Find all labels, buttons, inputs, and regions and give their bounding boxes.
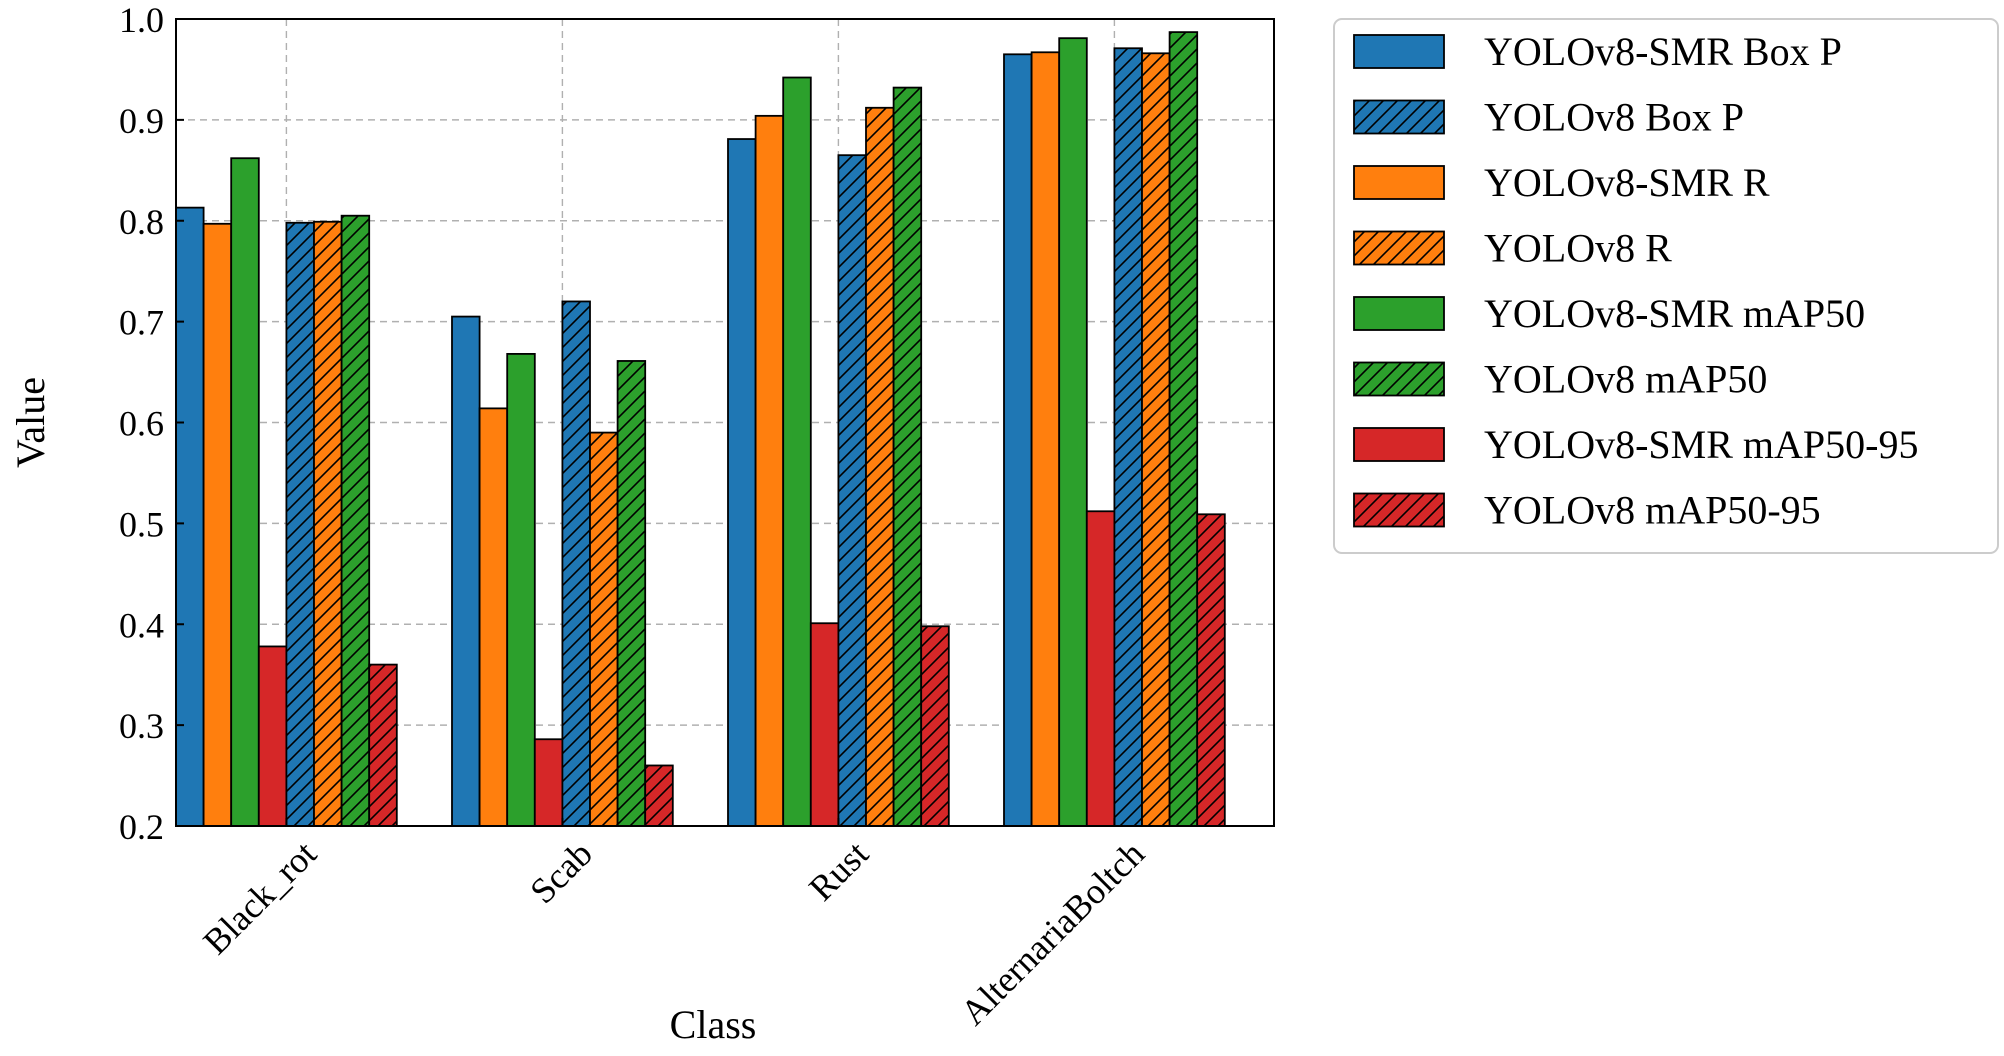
y-tick-label: 0.2 [119, 807, 164, 847]
legend-swatch-hatch [1354, 100, 1444, 134]
legend-label: YOLOv8-SMR R [1484, 160, 1770, 205]
bar [1030, 51, 1061, 827]
bar [202, 222, 233, 827]
bar-hatch [645, 765, 673, 826]
bar-hatch [286, 222, 314, 826]
bar-hatch [341, 215, 370, 827]
bar [727, 138, 757, 827]
bar-hatch [314, 221, 342, 827]
legend-swatch [1353, 165, 1445, 200]
legend-swatch [1353, 34, 1445, 69]
y-tick-label: 0.5 [119, 504, 164, 544]
bar-hatch [1169, 32, 1198, 826]
y-tick-label: 0.6 [119, 404, 164, 444]
bar-hatch [369, 664, 397, 826]
legend-frame [1333, 18, 1999, 554]
x-tick-label: Rust [801, 833, 876, 908]
legend-swatch [1353, 427, 1445, 462]
y-axis-ticks: 0.2 0.3 0.4 0.5 0.6 0.7 0.8 0.9 1.0 [119, 0, 184, 847]
legend-label: YOLOv8 R [1484, 226, 1672, 271]
legend-label: YOLOv8-SMR mAP50-95 [1484, 422, 1918, 467]
legend-swatch-hatch [1354, 493, 1444, 527]
bar [506, 353, 536, 827]
x-tick-label: Scab [522, 833, 600, 911]
bar-hatch [1142, 53, 1170, 827]
x-axis-ticks: Black_rot Scab Rust AlternariaBoltch [195, 818, 1152, 1033]
legend-swatch [1353, 296, 1445, 331]
y-tick-label: 0.4 [119, 605, 164, 645]
bar-hatch [1197, 514, 1225, 826]
bar-hatch [921, 626, 949, 826]
y-tick-label: 0.9 [119, 101, 164, 141]
legend-swatch-hatch [1354, 231, 1444, 265]
y-tick-label: 0.7 [119, 303, 164, 343]
y-tick-label: 1.0 [119, 0, 164, 40]
y-axis-label: Value [8, 377, 53, 468]
bar-hatch [1114, 48, 1142, 827]
x-tick-label: Black_rot [195, 833, 324, 962]
y-tick-label: 0.8 [119, 202, 164, 242]
bar [175, 206, 205, 827]
bar [1003, 53, 1033, 827]
legend-label: YOLOv8 Box P [1484, 95, 1744, 140]
bar [1058, 37, 1088, 827]
bar [451, 315, 481, 827]
bars [175, 31, 1226, 827]
bar [478, 407, 509, 827]
legend: YOLOv8-SMR Box P YOLOv8 Box P YOLOv8-SMR R… [1333, 18, 1999, 554]
bar [533, 738, 564, 827]
bar [782, 76, 812, 827]
legend-label: YOLOv8 mAP50 [1484, 357, 1767, 402]
legend-swatch-hatch [1354, 362, 1444, 396]
bar [257, 645, 288, 827]
bar-hatch [590, 432, 618, 826]
legend-label: YOLOv8-SMR mAP50 [1484, 291, 1865, 336]
x-tick-label: AlternariaBoltch [953, 833, 1152, 1032]
bar-hatch [866, 107, 894, 826]
bar [754, 114, 785, 827]
bar [1085, 510, 1116, 827]
y-tick-label: 0.3 [119, 706, 164, 746]
bar-hatch [893, 87, 922, 827]
bar-hatch [617, 360, 646, 826]
bar-hatch [838, 155, 866, 826]
x-axis-label: Class [670, 1002, 757, 1047]
legend-label: YOLOv8-SMR Box P [1484, 29, 1842, 74]
legend-label: YOLOv8 mAP50-95 [1484, 488, 1821, 533]
bar [809, 622, 840, 827]
bar-hatch [562, 301, 590, 826]
bar [230, 157, 260, 827]
